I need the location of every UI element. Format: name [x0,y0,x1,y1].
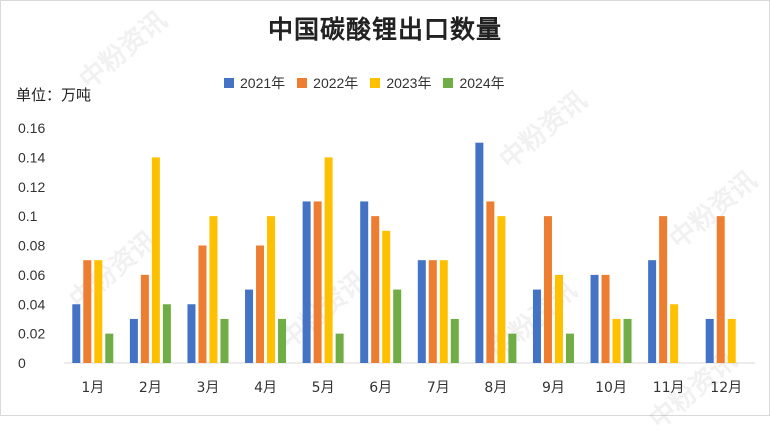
x-tick-label: 9月 [542,380,565,396]
bar [393,289,402,363]
legend-swatch [297,78,308,88]
legend-label: 2022年 [313,75,359,91]
bar [382,230,391,363]
bar [72,304,81,363]
y-tick-label: 0.04 [18,296,45,312]
y-tick-label: 0.08 [18,238,45,254]
legend-label: 2023年 [386,75,432,91]
bar [94,260,103,363]
y-tick-label: 0.1 [18,208,38,224]
bar [129,318,138,363]
y-tick-label: 0.16 [18,120,45,136]
bar [601,274,610,363]
bar [245,289,254,363]
x-tick-label: 3月 [196,380,219,396]
bar [417,260,426,363]
bar [105,333,114,363]
legend-swatch [224,78,234,88]
x-tick-label: 6月 [369,380,392,396]
x-tick-label: 5月 [312,380,335,396]
bar [486,201,495,363]
legend-swatch [370,78,381,88]
bar [302,201,311,363]
bar [648,260,657,363]
bar [705,318,714,363]
bar [278,318,287,363]
bar [543,216,552,363]
legend-label: 2024年 [459,75,505,91]
bar [590,274,599,363]
x-tick-label: 8月 [484,380,507,396]
bar [475,142,484,363]
bar [162,304,171,363]
bar [565,333,574,363]
bar [716,216,725,363]
legend-item: 2024年 [443,73,505,93]
bar [313,201,322,363]
y-tick-label: 0 [18,355,26,371]
bar [324,157,333,363]
legend-item: 2021年 [224,73,285,93]
bar [187,304,196,363]
bar [497,216,506,363]
x-tick-label: 7月 [427,380,450,396]
bar-chart: 0 0.02 0.04 0.06 0.08 0.1 0.12 0.14 0.16 1月 2月 3月 4月… [18,120,755,396]
x-tick-label: 11月 [653,380,685,396]
legend-item: 2023年 [370,73,431,93]
x-tick-label: 12月 [710,380,742,396]
bar [450,318,459,363]
bar [439,260,448,363]
bar [623,318,632,363]
chart-legend: 2021年 2022年 2023年 2024年 [224,73,505,93]
bar [612,318,621,363]
bar [554,274,563,363]
y-tick-label: 0.12 [18,179,45,195]
bar [267,216,276,363]
bar [670,304,679,363]
bar [532,289,541,363]
y-tick-label: 0.02 [18,326,45,342]
x-tick-label: 1月 [81,380,104,396]
bar [335,333,344,363]
x-tick-label: 4月 [254,380,277,396]
chart-title: 中国碳酸锂出口数量 [267,15,502,44]
bar [371,216,380,363]
x-tick-label: 10月 [595,380,627,396]
bar [220,318,229,363]
bar [198,245,207,363]
bar [428,260,437,363]
bar [360,201,369,363]
bar [140,274,149,363]
y-axis-unit-label: 单位：万吨 [16,86,92,104]
bar [209,216,218,363]
bar [508,333,517,363]
legend-swatch [443,78,454,88]
bar [659,216,668,363]
y-tick-label: 0.06 [18,267,45,283]
y-tick-label: 0.14 [18,149,45,165]
bar [256,245,265,363]
legend-label: 2021年 [240,75,286,91]
bar [151,157,160,363]
legend-item: 2022年 [297,73,358,93]
x-tick-label: 2月 [139,380,162,396]
bar [727,318,736,363]
bar [83,260,92,363]
